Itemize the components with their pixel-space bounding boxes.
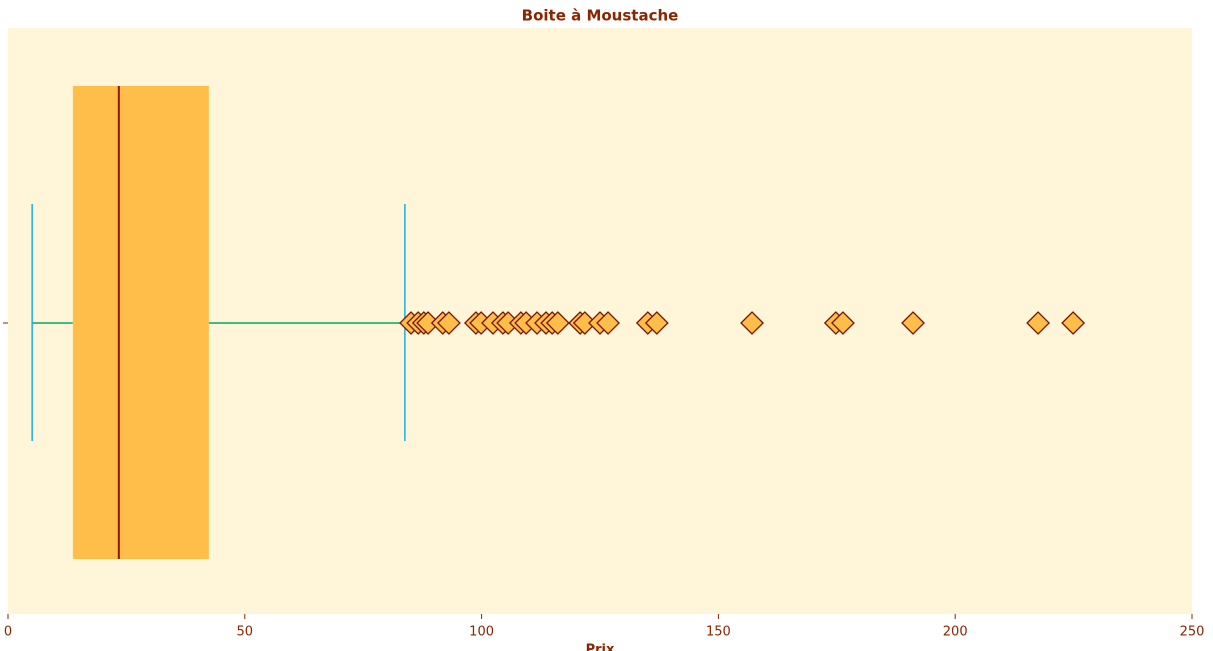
outlier <box>437 311 461 335</box>
box <box>72 86 209 559</box>
x-tick-label: 0 <box>4 625 12 640</box>
outlier <box>901 311 925 335</box>
x-tick-label: 250 <box>1180 625 1205 640</box>
x-tick-label: 200 <box>943 625 968 640</box>
outlier <box>831 311 855 335</box>
chart-title: Boite à Moustache <box>522 7 679 25</box>
outlier <box>596 311 620 335</box>
x-tick-label: 150 <box>706 625 731 640</box>
outlier <box>1061 311 1086 335</box>
x-axis-label: Prix <box>586 643 615 651</box>
outlier <box>644 311 669 335</box>
x-tick-label: 100 <box>469 625 494 640</box>
outlier <box>1026 311 1050 335</box>
x-tick-label: 50 <box>237 625 254 640</box>
outlier <box>740 311 764 335</box>
